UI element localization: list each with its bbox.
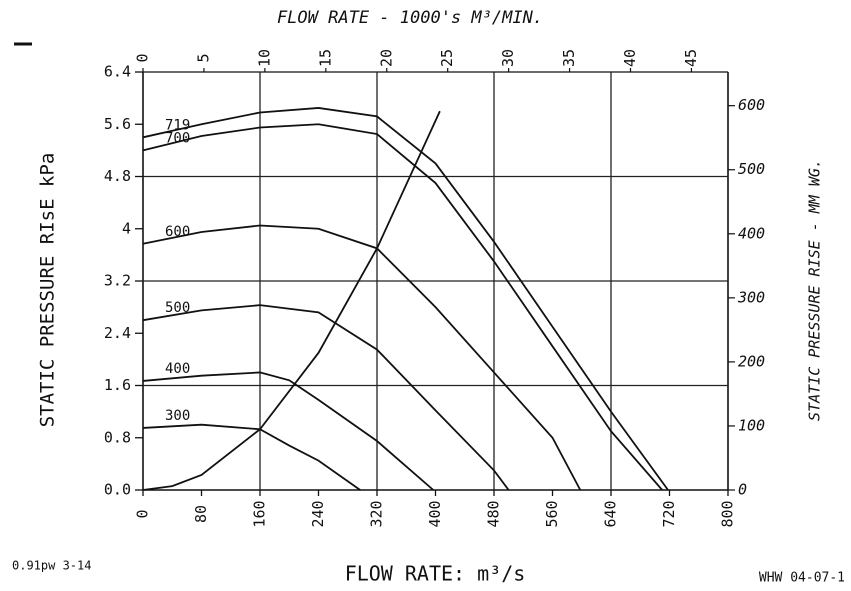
curve-label: 719 (165, 117, 190, 133)
y-tick-label: 5.6 (104, 115, 131, 133)
x2-tick-label: 5 (194, 53, 212, 62)
curve-label: 300 (165, 408, 190, 424)
x2-tick-label: 20 (377, 49, 395, 67)
y-axis-title: STATIC PRESSURE RIsE kPa (37, 153, 59, 428)
x-tick-label: 800 (719, 500, 737, 527)
x2-tick-label: 40 (621, 49, 639, 67)
y2-tick-label: 300 (737, 288, 765, 306)
x2-tick-label: 45 (682, 49, 700, 67)
x-tick-label: 400 (426, 500, 444, 527)
x2-tick-label: 30 (499, 49, 517, 67)
x-axis-title: FLOW RATE: m³/s (345, 562, 526, 586)
fan-curve (142, 110, 441, 491)
curve-label: 500 (165, 300, 190, 316)
fan-curve (142, 224, 582, 491)
y-tick-label: 4 (122, 219, 131, 237)
y2-tick-label: 100 (738, 416, 765, 434)
x-tick-label: 160 (251, 500, 269, 527)
x2-tick-label: 10 (255, 49, 273, 67)
y-tick-label: 0.8 (104, 428, 131, 446)
y-tick-label: 0.0 (104, 481, 131, 499)
x2-tick-label: 0 (134, 53, 152, 62)
fan-curve (142, 371, 434, 491)
curve-label: 400 (165, 361, 190, 377)
x-tick-label: 80 (192, 505, 210, 523)
curve-label: 700 (165, 130, 190, 146)
x2-tick-label: 35 (560, 49, 578, 67)
x2-tick-label: 25 (438, 49, 456, 67)
y2-tick-label: 500 (738, 160, 765, 178)
y-tick-label: 6.4 (104, 63, 131, 81)
y2-tick-label: 600 (738, 96, 765, 114)
y2-tick-label: 0 (738, 481, 747, 499)
x-tick-label: 480 (485, 500, 503, 527)
fan-curve (142, 107, 669, 491)
x-tick-label: 720 (660, 500, 678, 527)
curve-label: 600 (165, 224, 190, 240)
y-tick-label: 4.8 (104, 167, 131, 185)
x2-tick-label: 15 (316, 49, 334, 67)
fan-curve (142, 423, 361, 491)
y2-tick-label: 400 (738, 224, 765, 242)
x-tick-label: 640 (602, 500, 620, 527)
y-tick-label: 3.2 (104, 272, 131, 290)
x-tick-label: 0 (134, 509, 152, 518)
y2-tick-label: 200 (738, 352, 765, 370)
x-tick-label: 240 (309, 500, 327, 527)
y-tick-label: 1.6 (104, 376, 131, 394)
y2-axis-title: STATIC PRESSURE RISE - MM WG. (806, 159, 824, 421)
x-tick-label: 320 (368, 500, 386, 527)
footer-note: 0.91pw 3-14 (12, 559, 91, 573)
footer-note: WHW 04-07-1 (759, 571, 845, 586)
top-axis-title: FLOW RATE - 1000's M³/MIN. (277, 8, 543, 28)
fan-curve (142, 304, 510, 491)
y-tick-label: 2.4 (104, 324, 131, 342)
x-tick-label: 560 (543, 500, 561, 527)
fan-curve (142, 123, 663, 491)
